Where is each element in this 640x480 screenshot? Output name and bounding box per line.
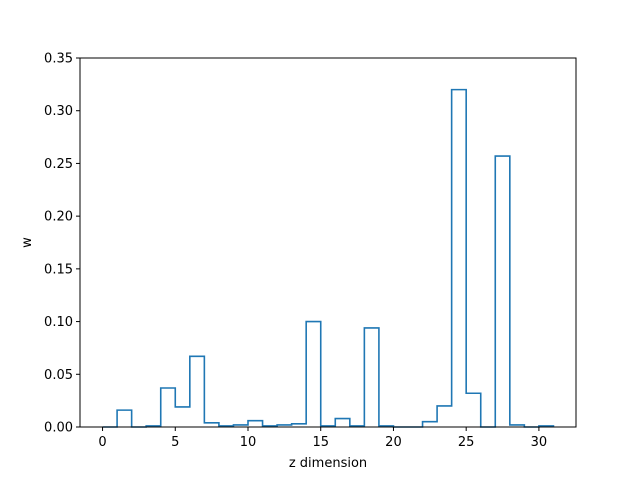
x-tick-label: 0 [98,435,106,450]
y-tick-label: 0.00 [44,421,73,436]
x-tick-label: 25 [458,435,475,450]
y-axis-ticks: 0.00 0.05 0.10 0.15 0.20 0.25 0.30 0.35 [44,52,80,436]
y-tick-label: 0.10 [44,315,73,330]
y-tick-label: 0.30 [44,104,73,119]
x-tick-label: 15 [312,435,329,450]
x-tick-label: 30 [531,435,548,450]
y-tick-label: 0.05 [44,368,73,383]
x-tick-label: 10 [240,435,257,450]
x-axis-label: z dimension [289,456,367,471]
y-tick-label: 0.25 [44,157,73,172]
y-tick-label: 0.20 [44,210,73,225]
x-axis-ticks: 0 5 10 15 20 25 30 [98,427,547,450]
x-tick-label: 20 [385,435,402,450]
histogram-step-line [102,88,555,428]
y-axis-label: w [20,237,35,248]
axes-frame [79,57,577,428]
y-tick-label: 0.35 [44,52,73,67]
y-tick-label: 0.15 [44,262,73,277]
x-tick-label: 5 [171,435,179,450]
